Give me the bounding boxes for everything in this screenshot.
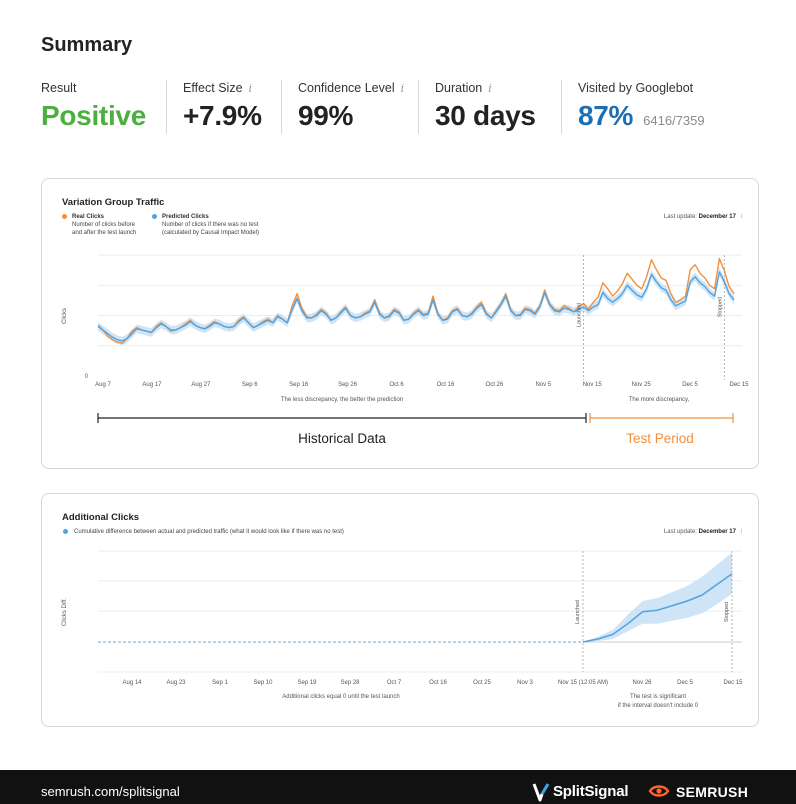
legend-diff: Cumulative difference between actual and… [74, 529, 344, 535]
x-tick-label: Sep 19 [297, 680, 317, 686]
metric-label: Effect Size i [183, 81, 253, 95]
note-left: The less discrepancy, the better the pre… [281, 397, 403, 403]
footer: semrush.com/splitsignal SplitSignal SEMR… [0, 770, 796, 804]
note-right-2: if the interval doesn't include 0 [618, 703, 699, 709]
traffic-last-update: Last update: December 17 i [663, 214, 742, 220]
additional-last-update: Last update: December 17 i [663, 529, 742, 535]
x-tick-label: Sep 6 [242, 382, 258, 388]
x-tick-label: Nov 5 [535, 382, 551, 388]
additional-card: Additional Clicks Cumulative difference … [41, 493, 759, 727]
additional-chart: Clicks Diff. Launched Stopped Aug 14 Aug 23 S… [62, 550, 743, 709]
x-tick-label: Oct 26 [486, 382, 504, 388]
x-tick-label: Aug 14 [122, 680, 142, 686]
legend-real-dot [62, 214, 67, 219]
x-tick-label: Sep 26 [338, 382, 358, 388]
traffic-chart: 0 Clicks Launched Stopped Aug 7 Aug 17 Aug 27 S… [62, 254, 749, 446]
x-tick-label: Oct 25 [473, 680, 491, 686]
metric-label: Confidence Level i [298, 81, 405, 95]
y-axis-label: Clicks Diff. [62, 598, 68, 627]
note-right-1: The test is significant [630, 694, 686, 700]
metric-value: 99% [298, 100, 354, 131]
metric-label: Result [41, 81, 77, 95]
prediction-interval-band [98, 267, 734, 346]
info-icon[interactable]: i [740, 529, 742, 535]
note-left: Additional clicks equal 0 until the test… [282, 694, 399, 700]
traffic-title: Variation Group Traffic [62, 197, 165, 208]
legend-predicted-dot [152, 214, 157, 219]
splitsignal-text: SplitSignal [553, 783, 629, 800]
googlebot-percent: 87% [578, 100, 634, 131]
summary-metrics: Result Positive Effect Size i +7.9% Confi… [41, 80, 761, 134]
x-tick-label: Aug 23 [166, 680, 186, 686]
note-right: The more discrepancy, [629, 397, 690, 403]
x-tick-label: Dec 15 [729, 382, 749, 388]
metric-divider [418, 80, 419, 134]
x-tick-label: Aug 17 [142, 382, 162, 388]
x-tick-label: Dec 5 [677, 680, 693, 686]
traffic-card: Variation Group Traffic Real Clicks Numb… [41, 178, 759, 469]
x-tick-label: Oct 16 [437, 382, 455, 388]
x-tick-label: Sep 16 [289, 382, 309, 388]
metric-divider [561, 80, 562, 134]
x-tick-label: Oct 6 [389, 382, 404, 388]
metric-divider [281, 80, 282, 134]
stopped-label: Stopped [717, 297, 723, 318]
x-tick-label: Nov 15 [583, 382, 603, 388]
confidence-interval-band [583, 552, 732, 642]
stopped-label: Stopped [724, 602, 730, 623]
x-tick-label: Nov 15 (12:05 AM) [558, 680, 608, 686]
info-icon[interactable]: i [248, 82, 253, 95]
x-tick-label: Aug 27 [191, 382, 211, 388]
semrush-icon [648, 785, 670, 797]
info-icon[interactable]: i [740, 214, 742, 220]
x-tick-label: Nov 25 [632, 382, 652, 388]
test-period-label: Test Period [626, 431, 694, 446]
additional-title: Additional Clicks [62, 512, 140, 523]
footer-url[interactable]: semrush.com/splitsignal [41, 784, 180, 799]
y-axis-label: Clicks [62, 308, 68, 324]
x-tick-label: Dec 15 [723, 680, 743, 686]
zero-label: 0 [85, 374, 89, 380]
series-predicted-clicks-line [97, 271, 735, 342]
metric-value: +7.9% [183, 100, 262, 131]
info-icon[interactable]: i [400, 82, 405, 95]
metric-value: Positive [41, 100, 146, 131]
historical-data-label: Historical Data [298, 431, 386, 446]
googlebot-count: 6416/7359 [643, 113, 705, 128]
x-tick-label: Sep 10 [253, 680, 273, 686]
legend-predicted-clicks: Predicted Clicks Number of clicks if the… [162, 214, 260, 236]
metric-divider [166, 80, 167, 134]
x-tick-label: Sep 1 [212, 680, 228, 686]
launched-label: Launched [576, 303, 582, 327]
x-tick-label: Sep 28 [340, 680, 360, 686]
x-tick-label: Aug 7 [95, 382, 111, 388]
metric-value: 87% 6416/7359 [578, 100, 705, 132]
metric-label: Visited by Googlebot [578, 81, 694, 95]
legend-diff-dot [63, 529, 68, 534]
info-icon[interactable]: i [488, 82, 492, 95]
launched-label: Launched [575, 600, 581, 624]
metric-value: 30 days [435, 100, 536, 131]
semrush-text: SEMRUSH [676, 784, 749, 800]
metric-label: Duration i [435, 81, 492, 95]
x-tick-label: Dec 5 [682, 382, 698, 388]
page-title: Summary [41, 34, 133, 56]
splitsignal-icon [532, 783, 550, 802]
x-tick-label: Nov 26 [632, 680, 652, 686]
legend-real-clicks: Real Clicks Number of clicks before and … [72, 214, 137, 236]
x-tick-label: Oct 16 [429, 680, 447, 686]
x-tick-label: Nov 3 [517, 680, 533, 686]
x-tick-label: Oct 7 [387, 680, 402, 686]
series-real-clicks-line [97, 257, 735, 344]
series-cumulative-difference-line [582, 573, 733, 643]
